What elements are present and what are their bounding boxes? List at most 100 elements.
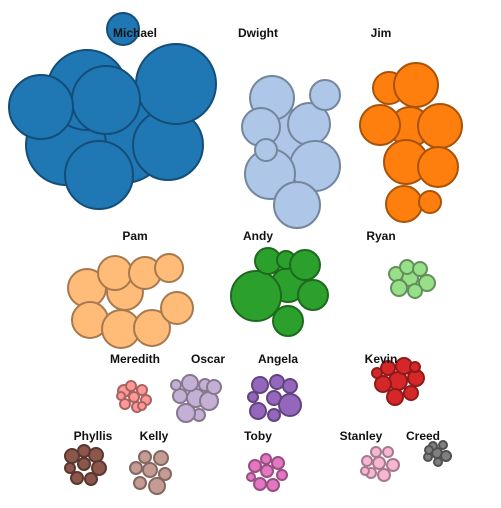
bubble-ryan-5[interactable] (407, 283, 423, 299)
group-label-kelly: Kelly (140, 429, 169, 443)
bubble-oscar-8[interactable] (206, 379, 222, 395)
bubble-kelly-3[interactable] (153, 450, 169, 466)
bubble-oscar-6[interactable] (176, 403, 196, 423)
bubble-meredith-7[interactable] (116, 391, 126, 401)
bubble-michael-5[interactable] (135, 43, 217, 125)
bubble-group-kevin (371, 357, 425, 406)
bubble-dwight-8[interactable] (254, 138, 278, 162)
bubble-group-oscar (170, 374, 222, 423)
group-label-toby: Toby (244, 429, 272, 443)
bubble-jim-6[interactable] (417, 146, 459, 188)
group-label-stanley: Stanley (340, 429, 383, 443)
bubble-angela-3[interactable] (282, 378, 298, 394)
bubble-kevin-1[interactable] (374, 375, 392, 393)
bubble-jim-2[interactable] (393, 62, 439, 108)
bubble-dwight-7[interactable] (273, 181, 321, 229)
bubble-group-meredith (116, 380, 152, 413)
group-label-meredith: Meredith (110, 352, 160, 366)
bubble-kelly-2[interactable] (138, 450, 152, 464)
bubble-kelly-0[interactable] (142, 462, 158, 478)
bubble-stanley-2[interactable] (370, 446, 382, 458)
bubble-ryan-4[interactable] (418, 274, 436, 292)
bubble-toby-3[interactable] (271, 456, 285, 470)
bubble-kelly-1[interactable] (129, 461, 143, 475)
group-label-angela: Angela (258, 352, 298, 366)
bubble-toby-2[interactable] (260, 453, 272, 465)
bubble-creed-3[interactable] (438, 440, 448, 450)
bubble-toby-7[interactable] (246, 472, 256, 482)
bubble-meredith-8[interactable] (137, 401, 147, 411)
bubble-kevin-7[interactable] (371, 367, 383, 379)
bubble-phyllis-6[interactable] (70, 471, 84, 485)
bubble-kevin-2[interactable] (380, 360, 396, 376)
bubble-ryan-3[interactable] (412, 261, 428, 277)
bubble-angela-6[interactable] (249, 402, 267, 420)
bubble-group-ryan (388, 259, 436, 299)
bubble-michael-4[interactable] (64, 140, 134, 210)
bubble-toby-5[interactable] (266, 478, 280, 492)
bubble-andy-5[interactable] (297, 279, 329, 311)
bubble-jim-7[interactable] (385, 185, 423, 223)
bubble-angela-5[interactable] (267, 408, 281, 422)
bubble-kevin-8[interactable] (409, 361, 421, 373)
bubble-phyllis-1[interactable] (64, 448, 80, 464)
bubble-oscar-1[interactable] (172, 388, 188, 404)
bubble-michael-8[interactable] (8, 74, 74, 140)
bubble-andy-1[interactable] (230, 270, 282, 322)
bubble-kevin-5[interactable] (403, 385, 419, 401)
bubble-stanley-4[interactable] (386, 458, 400, 472)
bubble-ryan-6[interactable] (390, 279, 408, 297)
group-label-kevin: Kevin (365, 352, 398, 366)
bubble-stanley-3[interactable] (382, 446, 394, 458)
bubble-oscar-7[interactable] (170, 379, 182, 391)
bubble-pam-8[interactable] (160, 291, 194, 325)
bubble-kevin-6[interactable] (386, 388, 404, 406)
bubble-stanley-0[interactable] (372, 456, 386, 470)
bubble-stanley-5[interactable] (377, 468, 391, 482)
bubble-jim-8[interactable] (418, 190, 442, 214)
bubble-dwight-3[interactable] (309, 79, 341, 111)
group-label-andy: Andy (243, 229, 273, 243)
bubble-group-angela (247, 374, 302, 422)
bubble-andy-6[interactable] (272, 305, 304, 337)
bubble-stanley-7[interactable] (360, 466, 370, 476)
bubble-jim-3[interactable] (417, 103, 463, 149)
bubble-group-creed (423, 440, 452, 467)
group-label-ryan: Ryan (366, 229, 395, 243)
bubble-ryan-2[interactable] (399, 259, 415, 275)
bubble-angela-4[interactable] (278, 393, 302, 417)
bubble-andy-4[interactable] (289, 249, 321, 281)
bubble-michael-6[interactable] (106, 12, 140, 46)
bubble-group-michael (8, 12, 217, 210)
bubble-phyllis-4[interactable] (91, 460, 107, 476)
bubble-creed-5[interactable] (433, 457, 443, 467)
bubble-kelly-5[interactable] (148, 477, 166, 495)
bubble-pam-2[interactable] (97, 255, 133, 291)
bubble-phyllis-0[interactable] (77, 457, 91, 471)
bubble-creed-4[interactable] (440, 450, 452, 462)
bubble-jim-4[interactable] (359, 104, 401, 146)
group-label-creed: Creed (406, 429, 440, 443)
bubble-toby-4[interactable] (276, 469, 288, 481)
bubble-kelly-4[interactable] (158, 467, 172, 481)
bubble-phyllis-3[interactable] (88, 447, 104, 463)
bubble-kelly-6[interactable] (133, 476, 147, 490)
group-label-dwight: Dwight (238, 26, 278, 40)
bubble-angela-1[interactable] (251, 376, 269, 394)
bubble-angela-2[interactable] (269, 374, 285, 390)
bubble-toby-1[interactable] (248, 459, 262, 473)
bubble-phyllis-5[interactable] (84, 472, 98, 486)
bubble-pam-7[interactable] (133, 309, 171, 347)
bubble-stanley-1[interactable] (361, 455, 373, 467)
bubble-angela-7[interactable] (247, 391, 259, 403)
bubble-toby-6[interactable] (253, 477, 267, 491)
bubble-oscar-2[interactable] (181, 374, 199, 392)
bubble-toby-0[interactable] (260, 464, 274, 478)
bubble-pam-4[interactable] (154, 253, 184, 283)
bubble-meredith-3[interactable] (136, 384, 148, 396)
bubble-creed-6[interactable] (424, 445, 434, 455)
bubble-meredith-2[interactable] (125, 380, 137, 392)
bubble-phyllis-7[interactable] (64, 462, 76, 474)
bubble-michael-7[interactable] (71, 65, 141, 135)
